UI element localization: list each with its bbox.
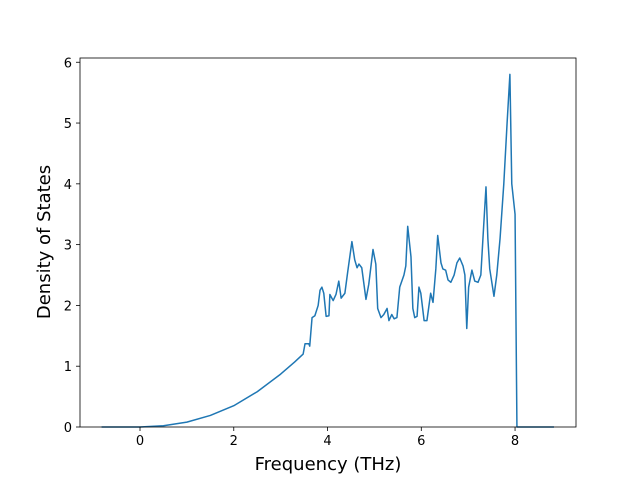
y-tick-label: 3 xyxy=(64,239,72,254)
x-axis-label: Frequency (THz) xyxy=(255,454,402,475)
x-tick-label: 0 xyxy=(136,434,144,449)
y-tick-label: 5 xyxy=(64,117,72,132)
y-tick-label: 2 xyxy=(64,299,72,314)
plot-area xyxy=(101,73,554,428)
x-tick-label: 6 xyxy=(417,434,425,449)
y-tick-label: 1 xyxy=(64,360,72,375)
axes-frame xyxy=(79,57,577,428)
x-tick-label: 8 xyxy=(511,434,519,449)
y-tick-label: 6 xyxy=(64,56,72,71)
data-line xyxy=(101,73,554,428)
x-tick-label: 2 xyxy=(230,434,238,449)
y-tick-label: 0 xyxy=(64,421,72,436)
y-tick-label: 4 xyxy=(64,178,72,193)
x-tick-label: 4 xyxy=(323,434,331,449)
y-axis-label: Density of States xyxy=(34,165,55,319)
